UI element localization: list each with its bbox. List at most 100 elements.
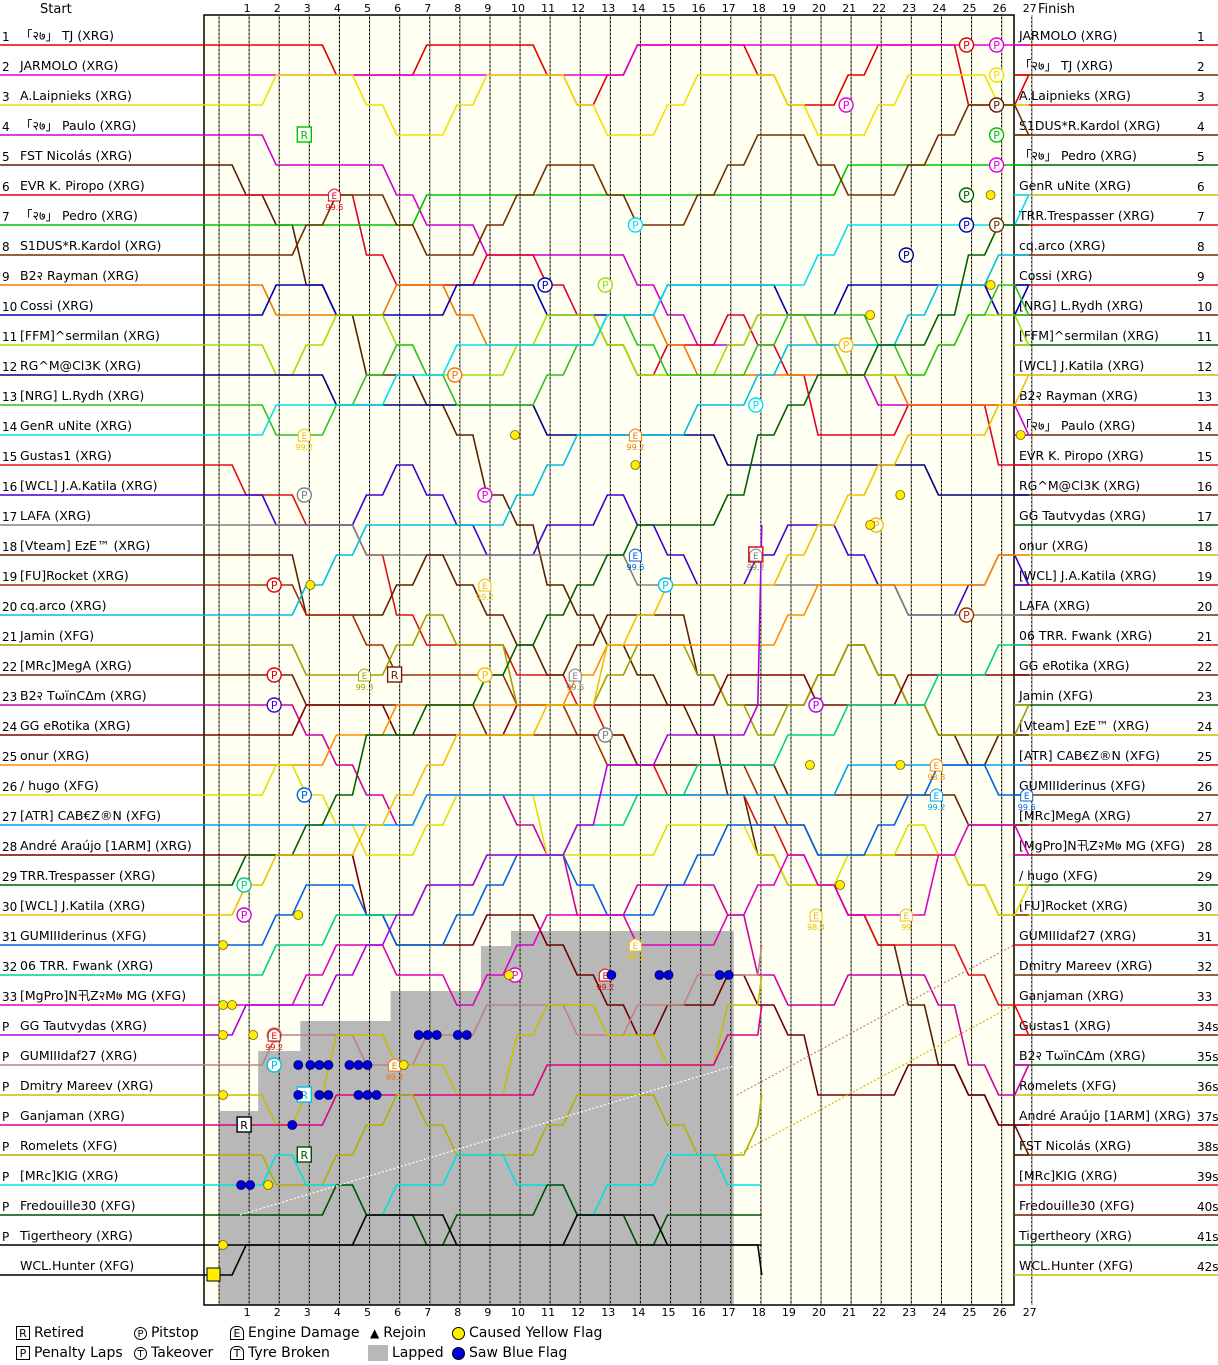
finish-position: 21 bbox=[1197, 630, 1212, 644]
engine-marker-label: E bbox=[301, 432, 307, 442]
start-driver-name: [WCL] J.Katila (XRG) bbox=[20, 898, 145, 913]
lap-tick-top: 21 bbox=[842, 2, 856, 15]
lap-tick-bottom: 8 bbox=[454, 1306, 461, 1319]
engine-marker-label: E bbox=[392, 1062, 398, 1072]
start-position: 25 bbox=[2, 750, 17, 764]
finish-position: 38s bbox=[1197, 1140, 1218, 1154]
lap-tick-top: 25 bbox=[963, 2, 977, 15]
engine-damage-icon: E bbox=[230, 1326, 244, 1340]
pitstop-icon bbox=[958, 187, 975, 203]
blue-flag-icon bbox=[323, 1090, 334, 1100]
lap-tick-bottom: 7 bbox=[424, 1306, 431, 1319]
start-driver-name: B2२ TωïnCΔm (XRG) bbox=[20, 688, 147, 703]
lap-tick-bottom: 5 bbox=[364, 1306, 371, 1319]
pitstop-marker-label: P bbox=[993, 129, 1000, 142]
finish-driver-name: Gustas1 (XRG) bbox=[1019, 1018, 1111, 1033]
legend-retired: R Retired bbox=[16, 1325, 84, 1341]
finish-driver-name: / hugo (XFG) bbox=[1019, 868, 1098, 883]
pitstop-marker-label: P bbox=[963, 189, 970, 202]
lap-tick-top: 15 bbox=[662, 2, 676, 15]
yellow-flag-icon bbox=[630, 460, 641, 470]
engine-damage-icon bbox=[267, 1028, 281, 1042]
legend-engine: E Engine Damage bbox=[230, 1325, 360, 1341]
start-position: 16 bbox=[2, 480, 17, 494]
driver-trace bbox=[204, 764, 1030, 916]
lap-tick-bottom: 24 bbox=[932, 1306, 946, 1319]
blue-flag-icon bbox=[293, 1060, 304, 1070]
finish-driver-name: 「२७」 Paulo (XRG) bbox=[1019, 418, 1135, 433]
engine-damage-icon bbox=[628, 548, 642, 562]
finish-position: 32 bbox=[1197, 960, 1212, 974]
finish-position: 16 bbox=[1197, 480, 1212, 494]
finish-driver-name: Romelets (XFG) bbox=[1019, 1078, 1116, 1093]
legend-label: Retired bbox=[34, 1325, 85, 1341]
finish-driver-name: LAFA (XRG) bbox=[1019, 598, 1090, 613]
engine-damage-value: 99.2 bbox=[626, 953, 644, 962]
finish-position: 39s bbox=[1197, 1170, 1218, 1184]
engine-damage-value: 99.2 bbox=[747, 563, 765, 572]
engine-marker-label: E bbox=[633, 942, 639, 952]
pitstop-icon bbox=[266, 697, 282, 713]
lap-tick-bottom: 18 bbox=[752, 1306, 766, 1319]
legend-label: Rejoin bbox=[383, 1325, 427, 1341]
start-position: 2 bbox=[2, 60, 10, 74]
pitstop-icon bbox=[477, 667, 493, 683]
finish-driver-name: [FFM]^sermilan (XRG) bbox=[1019, 328, 1159, 343]
lap-tick-top: 5 bbox=[364, 2, 371, 15]
finish-driver-name: [ATR] CAB€Z®N (XFG) bbox=[1019, 748, 1160, 763]
legend-label: Saw Blue Flag bbox=[469, 1345, 568, 1361]
engine-marker-label: E bbox=[934, 762, 940, 772]
finish-driver-name: Cossi (XRG) bbox=[1019, 268, 1093, 283]
engine-damage-value: 98.4 bbox=[807, 923, 825, 932]
start-position: 6 bbox=[2, 180, 10, 194]
blue-flag-icon bbox=[362, 1060, 373, 1070]
finish-driver-name: B2२ TωïnCΔm (XRG) bbox=[1019, 1048, 1146, 1063]
legend-label: Caused Yellow Flag bbox=[469, 1325, 603, 1341]
pitstop-icon bbox=[627, 217, 644, 233]
legend-rejoin: ▲ Rejoin bbox=[370, 1325, 426, 1341]
engine-damage-value: 99.2 bbox=[476, 593, 494, 602]
start-position: 15 bbox=[2, 450, 17, 464]
lap-tick-bottom: 23 bbox=[902, 1306, 916, 1319]
lap-tick-bottom: 26 bbox=[993, 1306, 1007, 1319]
lap-tick-top: 24 bbox=[932, 2, 946, 15]
finish-position: 27 bbox=[1197, 810, 1212, 824]
start-position: P bbox=[2, 1110, 9, 1124]
blue-flag-icon bbox=[431, 1030, 442, 1040]
driver-trace bbox=[204, 644, 1029, 976]
yellow-flag-icon bbox=[218, 1090, 228, 1100]
finish-driver-name: B2२ Rayman (XRG) bbox=[1019, 388, 1138, 403]
retired-icon bbox=[296, 126, 312, 143]
finish-driver-name: FST Nicolás (XRG) bbox=[1019, 1138, 1131, 1153]
start-driver-name: GUMIIIderinus (XFG) bbox=[20, 928, 146, 943]
finish-position: 20 bbox=[1197, 600, 1212, 614]
finish-driver-name: [FU]Rocket (XRG) bbox=[1019, 898, 1128, 913]
blue-flag-icon bbox=[723, 970, 734, 980]
finish-driver-name: GUMIIIdaf27 (XRG) bbox=[1019, 928, 1136, 943]
yellow-flag-icon bbox=[510, 430, 520, 440]
engine-marker-label: E bbox=[482, 582, 488, 592]
pitstop-marker-label: P bbox=[813, 699, 820, 712]
yellow-flag-icon bbox=[504, 970, 514, 980]
lap-tick-bottom: 3 bbox=[304, 1306, 311, 1319]
start-position: 19 bbox=[2, 570, 17, 584]
start-driver-name: 「२७」 TJ (XRG) bbox=[20, 28, 114, 43]
pitstop-icon bbox=[236, 877, 252, 893]
pitstop-icon bbox=[296, 787, 312, 803]
start-driver-name: B2२ Rayman (XRG) bbox=[20, 268, 139, 283]
lap-tick-top: 2 bbox=[274, 2, 281, 15]
blue-flag-icon bbox=[353, 1090, 364, 1100]
yellow-flag-icon bbox=[985, 190, 996, 200]
pitstop-icon bbox=[988, 37, 1005, 53]
finish-driver-name: [Vteam] EzE™ (XRG) bbox=[1019, 718, 1149, 733]
blue-flag-icon bbox=[305, 1060, 316, 1070]
driver-trace bbox=[204, 104, 1030, 256]
driver-trace bbox=[204, 134, 1030, 436]
engine-damage-value: 99.2 bbox=[295, 443, 313, 452]
start-driver-name: 「२७」 Paulo (XRG) bbox=[20, 118, 136, 133]
lap-tick-top: 16 bbox=[692, 2, 706, 15]
retired-marker-label: R bbox=[391, 669, 399, 682]
finish-header: Finish bbox=[1038, 2, 1076, 17]
blue-flag-icon bbox=[714, 970, 725, 980]
